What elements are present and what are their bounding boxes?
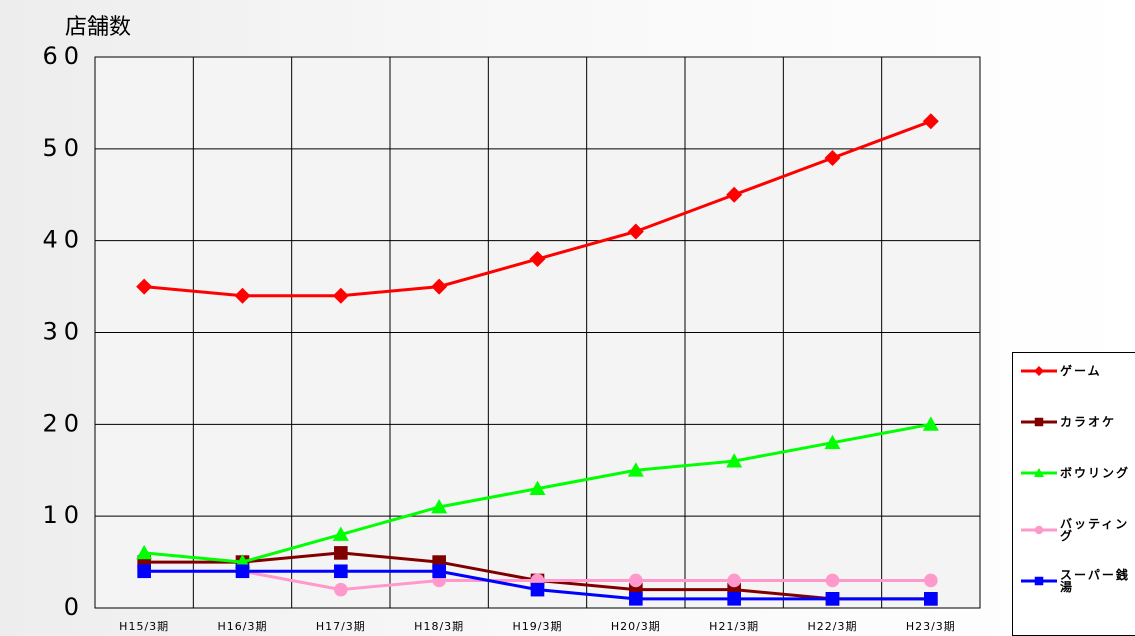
legend-item: カラオケ xyxy=(1021,416,1132,428)
marker xyxy=(727,592,741,606)
y-tick-label: 20 xyxy=(42,409,85,437)
marker xyxy=(1034,576,1044,586)
marker xyxy=(432,564,446,579)
x-tick-label: H22/3期 xyxy=(808,620,858,633)
x-tick-label: H19/3期 xyxy=(513,620,563,633)
marker xyxy=(629,592,643,606)
legend-label: カラオケ xyxy=(1060,415,1117,429)
y-tick-label: 40 xyxy=(42,226,85,254)
legend-swatch xyxy=(1021,366,1057,376)
marker xyxy=(924,573,938,588)
legend-item: ゲーム xyxy=(1021,365,1132,377)
legend-swatch xyxy=(1021,468,1057,477)
marker xyxy=(824,434,841,450)
marker xyxy=(726,186,743,203)
x-tick-label: H18/3期 xyxy=(414,620,464,633)
marker xyxy=(627,223,644,240)
marker xyxy=(529,251,546,268)
legend-label: スーパー銭湯 xyxy=(1060,568,1130,594)
marker xyxy=(136,278,153,295)
y-tick-label: 60 xyxy=(42,42,85,70)
marker xyxy=(136,544,153,560)
marker xyxy=(726,453,743,468)
marker xyxy=(727,573,741,588)
y-tick-label: 50 xyxy=(42,134,85,162)
marker xyxy=(530,582,545,597)
marker xyxy=(529,480,546,496)
marker xyxy=(629,573,643,588)
marker xyxy=(825,573,840,588)
marker xyxy=(922,113,939,130)
x-tick-label: H23/3期 xyxy=(906,620,956,633)
marker xyxy=(824,150,841,167)
marker xyxy=(334,564,348,579)
legend-item: ボウリング xyxy=(1021,467,1132,479)
marker xyxy=(431,278,448,295)
x-tick-label: H21/3期 xyxy=(709,620,759,633)
y-tick-label: 30 xyxy=(42,318,85,346)
y-tick-label: 0 xyxy=(64,593,85,621)
legend-swatch xyxy=(1021,417,1057,427)
x-tick-label: H17/3期 xyxy=(316,620,366,633)
marker xyxy=(334,582,348,597)
y-axis-label: 店舗数 xyxy=(65,15,131,40)
x-tick-label: H16/3期 xyxy=(218,620,268,633)
legend-item: スーパー銭湯 xyxy=(1021,569,1132,593)
marker xyxy=(332,526,349,541)
marker xyxy=(1034,417,1044,427)
x-tick-label: H15/3期 xyxy=(119,620,169,633)
marker xyxy=(234,287,251,304)
legend-label: バッティング xyxy=(1060,517,1130,543)
marker xyxy=(1034,468,1044,477)
legend-item: バッティング xyxy=(1021,518,1132,542)
x-tick-label: H20/3期 xyxy=(611,620,661,633)
marker xyxy=(825,592,840,606)
marker xyxy=(1034,525,1044,535)
legend-swatch xyxy=(1021,525,1057,535)
marker xyxy=(137,564,151,579)
marker xyxy=(332,287,349,304)
legend-label: ゲーム xyxy=(1060,364,1102,378)
marker xyxy=(924,592,938,606)
marker xyxy=(235,564,250,579)
marker xyxy=(922,416,939,431)
marker xyxy=(431,498,448,514)
marker xyxy=(334,546,348,560)
marker xyxy=(627,462,644,477)
legend-label: ボウリング xyxy=(1060,466,1131,480)
legend-swatch xyxy=(1021,576,1057,586)
marker xyxy=(1034,366,1044,376)
y-tick-label: 10 xyxy=(42,501,85,529)
legend: ゲームカラオケボウリングバッティング スーパー銭湯 xyxy=(1012,352,1135,636)
